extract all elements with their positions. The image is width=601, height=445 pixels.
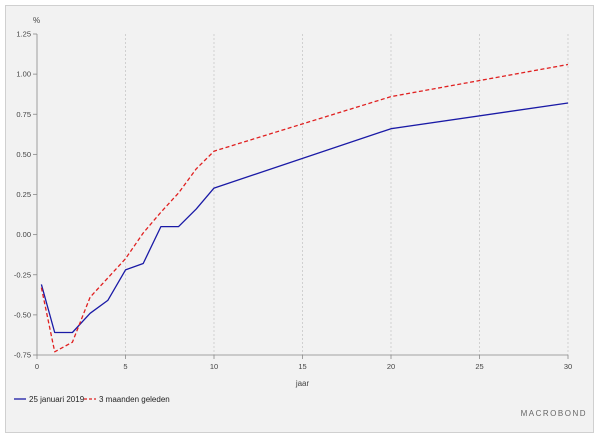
y-axis-unit-label: % bbox=[33, 16, 40, 25]
y-tick-label: 1.00 bbox=[16, 70, 31, 79]
y-axis-ticks: 1.25 1.00 0.75 0.50 0.25 0.00 -0.25 -0.50 -0.75 bbox=[14, 30, 38, 360]
legend-label-series-1: 25 januari 2019 bbox=[29, 395, 85, 404]
legend-label-series-2: 3 maanden geleden bbox=[99, 395, 170, 404]
y-tick-label: -0.50 bbox=[14, 310, 31, 319]
y-tick-label: 0.00 bbox=[16, 230, 31, 239]
y-tick-label: -0.25 bbox=[14, 270, 31, 279]
legend: 25 januari 2019 3 maanden geleden bbox=[14, 395, 170, 404]
y-tick-label: 0.25 bbox=[16, 190, 31, 199]
x-tick-label: 0 bbox=[35, 362, 39, 371]
x-tick-label: 10 bbox=[210, 362, 218, 371]
chart-frame bbox=[5, 5, 594, 433]
y-tick-label: 0.50 bbox=[16, 150, 31, 159]
y-tick-label: 0.75 bbox=[16, 110, 31, 119]
series-lines bbox=[40, 63, 569, 353]
series-line-2 bbox=[40, 63, 569, 353]
x-axis-ticks: 0 5 10 15 20 25 30 bbox=[35, 354, 572, 371]
grid-lines bbox=[125, 34, 569, 355]
series-line-1 bbox=[40, 102, 569, 334]
x-tick-label: 20 bbox=[387, 362, 395, 371]
brand-logo-text: MACROBOND bbox=[521, 409, 587, 418]
x-tick-label: 5 bbox=[123, 362, 127, 371]
x-tick-label: 15 bbox=[298, 362, 306, 371]
x-tick-label: 25 bbox=[475, 362, 483, 371]
x-tick-label: 30 bbox=[564, 362, 572, 371]
y-tick-label: -0.75 bbox=[14, 351, 31, 360]
x-axis-label: jaar bbox=[295, 379, 310, 388]
y-tick-label: 1.25 bbox=[16, 30, 31, 39]
brand-logo: MACROBOND bbox=[521, 409, 587, 418]
